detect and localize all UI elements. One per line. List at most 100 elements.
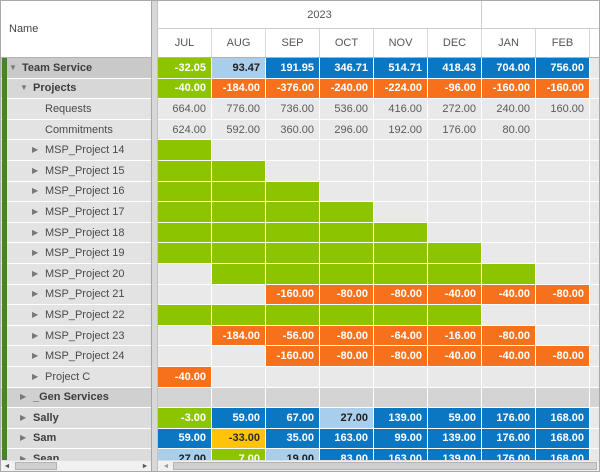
grid-cell-dec-commitments[interactable]: 176.00 <box>428 119 482 140</box>
panel-splitter[interactable] <box>151 1 158 471</box>
grid-cell-feb-msp-project-16[interactable] <box>536 181 590 202</box>
grid-cell-jan-commitments[interactable]: 80.00 <box>482 119 536 140</box>
grid-cell-oct-requests[interactable]: 536.00 <box>320 99 374 119</box>
grid-cell-jul-msp-project-18[interactable] <box>158 222 212 243</box>
grid-cell-jan-msp-project-15[interactable] <box>482 160 536 181</box>
grid-cell-aug-projects[interactable]: -184.00 <box>212 78 266 99</box>
grid-cell-feb-sally[interactable]: 168.00 <box>536 408 590 428</box>
expand-arrow-icon[interactable]: ▶ <box>32 330 39 340</box>
expand-arrow-icon[interactable]: ▶ <box>32 268 39 278</box>
grid-cell-oct-gen-services[interactable] <box>320 387 374 408</box>
tree-row-sean[interactable]: ▶ Sean <box>1 449 151 460</box>
grid-cell-aug-gen-services[interactable] <box>212 387 266 408</box>
grid-cell-feb-sean[interactable]: 168.00 <box>536 449 590 460</box>
scroll-left-icon[interactable]: ◄ <box>162 462 170 470</box>
grid-cell-aug-commitments[interactable]: 592.00 <box>212 119 266 140</box>
grid-cell-nov-gen-services[interactable] <box>374 387 428 408</box>
grid-cell-dec-msp-project-17[interactable] <box>428 202 482 222</box>
grid-cell-sep-msp-project-16[interactable] <box>266 181 320 202</box>
grid-cell-sep-commitments[interactable]: 360.00 <box>266 119 320 140</box>
grid-cell-dec-msp-project-21[interactable]: -40.00 <box>428 284 482 305</box>
grid-cell-dec-msp-project-24[interactable]: -40.00 <box>428 346 482 366</box>
tree-row-msp-project-15[interactable]: ▶ MSP_Project 15 <box>1 160 151 182</box>
expand-arrow-icon[interactable]: ▶ <box>32 248 39 258</box>
tree-row-msp-project-17[interactable]: ▶ MSP_Project 17 <box>1 202 151 223</box>
grid-cell-jan-msp-project-21[interactable]: -40.00 <box>482 284 536 305</box>
grid-cell-nov-msp-project-16[interactable] <box>374 181 428 202</box>
grid-cell-jul-msp-project-19[interactable] <box>158 243 212 263</box>
tree-row-sam[interactable]: ▶ Sam <box>1 428 151 450</box>
grid-cell-oct-msp-project-20[interactable] <box>320 263 374 284</box>
grid-cell-nov-msp-project-21[interactable]: -80.00 <box>374 284 428 305</box>
grid-cell-nov-team-service[interactable]: 514.71 <box>374 58 428 78</box>
grid-cell-aug-sean[interactable]: 7.00 <box>212 449 266 460</box>
grid-cell-jan-team-service[interactable]: 704.00 <box>482 58 536 78</box>
expand-arrow-icon[interactable]: ▶ <box>20 392 27 402</box>
grid-cell-oct-sam[interactable]: 163.00 <box>320 428 374 449</box>
scroll-right-icon[interactable]: ► <box>141 462 149 470</box>
grid-cell-aug-msp-project-16[interactable] <box>212 181 266 202</box>
grid-cell-aug-msp-project-22[interactable] <box>212 305 266 325</box>
tree-row-commitments[interactable]: Commitments <box>1 119 151 141</box>
grid-cell-dec-msp-project-18[interactable] <box>428 222 482 243</box>
grid-cell-nov-msp-project-20[interactable] <box>374 263 428 284</box>
grid-cell-feb-msp-project-14[interactable] <box>536 140 590 160</box>
grid-cell-jan-msp-project-20[interactable] <box>482 263 536 284</box>
grid-cell-oct-team-service[interactable]: 346.71 <box>320 58 374 78</box>
grid-cell-oct-msp-project-23[interactable]: -80.00 <box>320 325 374 346</box>
grid-cell-nov-msp-project-17[interactable] <box>374 202 428 222</box>
grid-cell-feb-msp-project-17[interactable] <box>536 202 590 222</box>
grid-cell-aug-project-c[interactable] <box>212 366 266 387</box>
grid-cell-jul-msp-project-17[interactable] <box>158 202 212 222</box>
grid-cell-dec-sean[interactable]: 139.00 <box>428 449 482 460</box>
grid-cell-nov-msp-project-15[interactable] <box>374 160 428 181</box>
grid-cell-jul-msp-project-24[interactable] <box>158 346 212 366</box>
grid-cell-oct-msp-project-22[interactable] <box>320 305 374 325</box>
grid-cell-sep-projects[interactable]: -376.00 <box>266 78 320 99</box>
tree-row-msp-project-24[interactable]: ▶ MSP_Project 24 <box>1 346 151 367</box>
grid-cell-sep-msp-project-24[interactable]: -160.00 <box>266 346 320 366</box>
grid-cell-dec-sally[interactable]: 59.00 <box>428 408 482 428</box>
grid-cell-aug-sally[interactable]: 59.00 <box>212 408 266 428</box>
grid-cell-dec-msp-project-20[interactable] <box>428 263 482 284</box>
grid-cell-oct-msp-project-16[interactable] <box>320 181 374 202</box>
collapse-arrow-icon[interactable]: ▼ <box>9 62 17 72</box>
grid-cell-oct-msp-project-18[interactable] <box>320 222 374 243</box>
expand-arrow-icon[interactable]: ▶ <box>20 412 27 422</box>
tree-horizontal-scrollbar[interactable]: ◄ ► <box>1 460 151 471</box>
collapse-arrow-icon[interactable]: ▼ <box>20 83 28 93</box>
grid-cell-dec-msp-project-22[interactable] <box>428 305 482 325</box>
grid-cell-nov-sam[interactable]: 99.00 <box>374 428 428 449</box>
grid-cell-feb-msp-project-18[interactable] <box>536 222 590 243</box>
grid-cell-aug-team-service[interactable]: 93.47 <box>212 58 266 78</box>
grid-cell-jul-commitments[interactable]: 624.00 <box>158 119 212 140</box>
grid-cell-jan-msp-project-14[interactable] <box>482 140 536 160</box>
grid-cell-nov-projects[interactable]: -224.00 <box>374 78 428 99</box>
tree-row-projects[interactable]: ▼ Projects <box>1 78 151 100</box>
grid-cell-jan-requests[interactable]: 240.00 <box>482 99 536 119</box>
grid-cell-sep-msp-project-17[interactable] <box>266 202 320 222</box>
grid-cell-sep-team-service[interactable]: 191.95 <box>266 58 320 78</box>
grid-cell-nov-project-c[interactable] <box>374 366 428 387</box>
tree-row-sally[interactable]: ▶ Sally <box>1 408 151 429</box>
grid-cell-jan-sean[interactable]: 176.00 <box>482 449 536 460</box>
expand-arrow-icon[interactable]: ▶ <box>32 309 39 319</box>
expand-arrow-icon[interactable]: ▶ <box>20 433 27 443</box>
expand-arrow-icon[interactable]: ▶ <box>32 227 39 237</box>
grid-cell-aug-msp-project-15[interactable] <box>212 160 266 181</box>
grid-cell-jul-msp-project-21[interactable] <box>158 284 212 305</box>
grid-cell-jan-sally[interactable]: 176.00 <box>482 408 536 428</box>
tree-scrollbar-thumb[interactable] <box>15 462 57 470</box>
grid-cell-oct-commitments[interactable]: 296.00 <box>320 119 374 140</box>
grid-cell-feb-requests[interactable]: 160.00 <box>536 99 590 119</box>
grid-cell-nov-msp-project-18[interactable] <box>374 222 428 243</box>
grid-cell-aug-msp-project-24[interactable] <box>212 346 266 366</box>
grid-cell-jan-msp-project-24[interactable]: -40.00 <box>482 346 536 366</box>
grid-cell-jul-msp-project-22[interactable] <box>158 305 212 325</box>
grid-scrollbar-thumb[interactable] <box>173 462 597 470</box>
tree-row-msp-project-14[interactable]: ▶ MSP_Project 14 <box>1 140 151 161</box>
grid-cell-aug-requests[interactable]: 776.00 <box>212 99 266 119</box>
grid-cell-dec-gen-services[interactable] <box>428 387 482 408</box>
grid-cell-jan-projects[interactable]: -160.00 <box>482 78 536 99</box>
grid-cell-aug-msp-project-19[interactable] <box>212 243 266 263</box>
